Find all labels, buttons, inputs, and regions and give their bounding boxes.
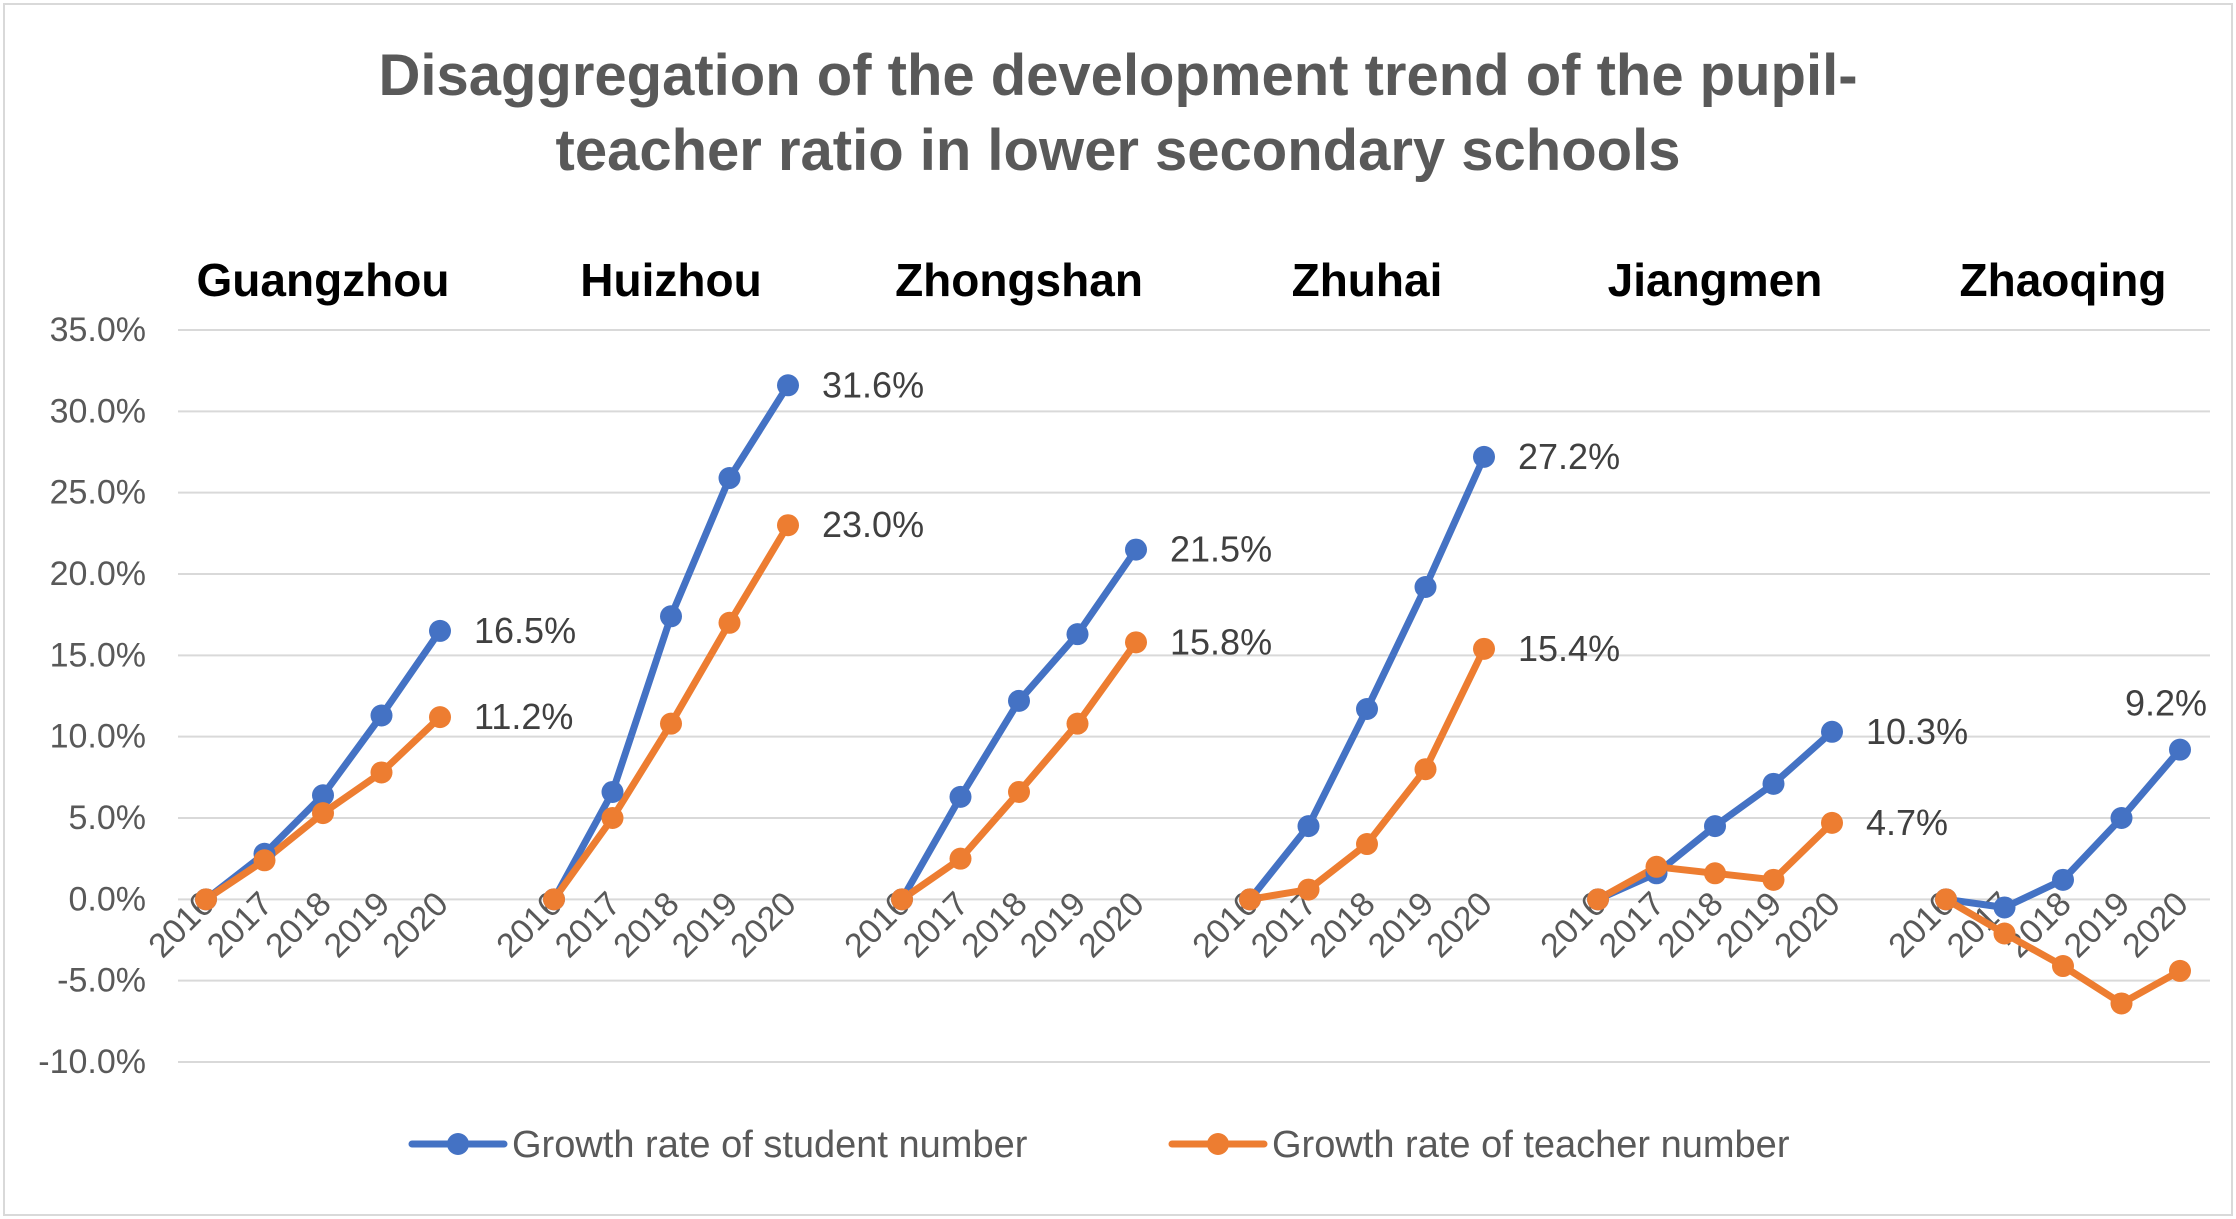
y-tick-label: 25.0% <box>50 474 146 512</box>
data-label-student: 10.3% <box>1866 711 1968 752</box>
data-point-student <box>718 467 741 490</box>
data-point-teacher <box>718 611 741 634</box>
data-point-student <box>1297 815 1320 838</box>
data-point-teacher <box>370 761 393 784</box>
city-label: Guangzhou <box>197 254 450 306</box>
y-tick-label: 30.0% <box>50 392 146 430</box>
data-point-student <box>2052 868 2074 891</box>
data-point-teacher <box>1414 758 1437 781</box>
y-axis-tick-labels: 35.0% 30.0% 25.0% 20.0% 15.0% 10.0% 5.0% 0.0% -5… <box>38 311 146 1081</box>
city-label: Zhongshan <box>895 254 1143 306</box>
data-point-teacher <box>543 888 565 911</box>
data-point-teacher <box>660 712 682 735</box>
data-point-teacher <box>1645 855 1668 878</box>
data-label-teacher: 15.8% <box>1170 621 1272 662</box>
y-tick-label: 20.0% <box>50 555 146 593</box>
data-point-student <box>949 785 972 808</box>
data-label-student: 16.5% <box>474 610 576 651</box>
data-label-student: 21.5% <box>1170 529 1272 570</box>
data-point-student <box>2110 807 2133 829</box>
data-point-teacher <box>312 802 334 825</box>
data-point-teacher <box>253 849 276 872</box>
data-point-student <box>777 374 799 397</box>
legend-label-teacher: Growth rate of teacher number <box>1272 1124 1790 1166</box>
data-point-student <box>1125 538 1147 561</box>
city-label: Jiangmen <box>1608 254 1823 306</box>
data-point-teacher <box>1356 833 1378 856</box>
data-point-teacher <box>949 847 972 870</box>
y-tick-label: 5.0% <box>69 799 147 837</box>
data-point-student <box>1356 698 1378 721</box>
legend-marker-student <box>447 1133 469 1155</box>
data-label-teacher: 15.4% <box>1518 628 1620 669</box>
data-point-teacher <box>429 706 451 729</box>
data-point-teacher <box>1587 888 1609 911</box>
data-point-student <box>1066 623 1089 646</box>
data-point-student <box>1704 815 1726 838</box>
legend-marker-teacher <box>1207 1133 1229 1155</box>
data-point-teacher <box>2052 955 2074 978</box>
y-tick-label: 15.0% <box>50 636 146 674</box>
data-point-student <box>1993 896 2016 919</box>
data-point-student <box>312 784 334 807</box>
city-labels: Guangzhou Huizhou Zhongshan Zhuhai Jiangmen Z… <box>197 254 2167 306</box>
data-point-teacher <box>195 888 217 911</box>
y-tick-label: 35.0% <box>50 311 146 349</box>
data-point-student <box>2169 738 2191 761</box>
data-point-teacher <box>1239 888 1261 911</box>
data-label-student: 31.6% <box>822 364 924 405</box>
data-point-student <box>1008 689 1030 712</box>
data-point-teacher <box>1762 868 1785 891</box>
data-point-teacher <box>1821 811 1843 834</box>
y-tick-label: 0.0% <box>69 880 147 918</box>
data-point-teacher <box>1008 780 1030 803</box>
data-point-student <box>660 605 682 628</box>
city-label: Zhuhai <box>1292 254 1443 306</box>
city-label: Zhaoqing <box>1960 254 2167 306</box>
y-tick-label: -10.0% <box>38 1043 146 1081</box>
data-point-teacher <box>1297 878 1320 901</box>
data-label-student: 9.2% <box>2125 683 2207 724</box>
data-point-student <box>429 619 451 642</box>
data-point-teacher <box>601 807 624 829</box>
data-label-teacher: 23.0% <box>822 504 924 545</box>
data-point-student <box>370 704 393 727</box>
data-label-teacher: 4.7% <box>1866 802 1948 843</box>
chart-title-line-2: teacher ratio in lower secondary schools <box>556 118 1681 183</box>
data-point-teacher <box>1704 862 1726 885</box>
data-point-teacher <box>2169 959 2191 982</box>
data-point-teacher <box>777 514 799 537</box>
legend: Growth rate of student number Growth rate… <box>408 1124 1790 1166</box>
data-label-student: 27.2% <box>1518 436 1620 477</box>
chart-border <box>3 3 2233 1216</box>
data-point-student <box>601 780 624 803</box>
y-tick-label: -5.0% <box>57 962 146 1000</box>
data-point-student <box>1473 445 1495 468</box>
data-labels: 16.5% 11.2% 31.6% 23.0% 21.5% 15.8% 27.2% 15.4%… <box>474 364 2207 843</box>
series-points <box>195 374 2191 1015</box>
data-point-teacher <box>1993 922 2016 945</box>
data-point-teacher <box>2110 992 2133 1015</box>
data-point-teacher <box>1473 637 1495 660</box>
data-point-student <box>1821 720 1843 743</box>
data-point-student <box>1414 576 1437 599</box>
data-point-teacher <box>891 888 913 911</box>
data-point-teacher <box>1066 712 1089 735</box>
data-label-teacher: 11.2% <box>474 696 573 737</box>
legend-label-student: Growth rate of student number <box>512 1124 1028 1166</box>
city-label: Huizhou <box>580 254 761 306</box>
data-point-teacher <box>1125 631 1147 654</box>
chart-title-line-1: Disaggregation of the development trend … <box>378 43 1857 108</box>
gridlines <box>178 329 2210 1063</box>
data-point-teacher <box>1935 888 1957 911</box>
y-tick-label: 10.0% <box>50 718 146 756</box>
data-point-student <box>1762 772 1785 795</box>
